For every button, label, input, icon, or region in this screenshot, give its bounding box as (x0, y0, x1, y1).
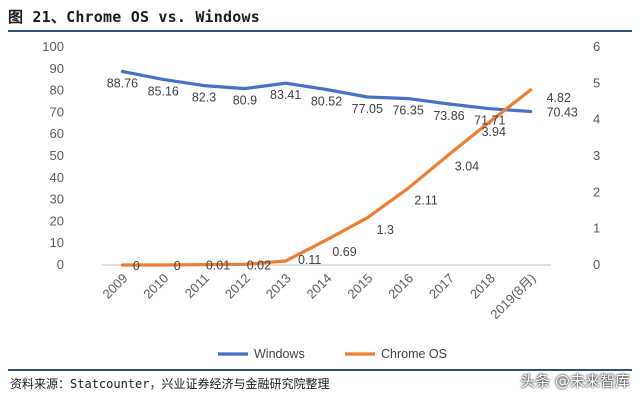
y-left-tick-label: 40 (50, 170, 64, 185)
y-right-tick-label: 0 (593, 257, 600, 272)
source-note: 资料来源：Statcounter，兴业证券经济与金融研究院整理 (10, 377, 330, 391)
chrome-os-data-label: 2.11 (414, 193, 437, 207)
watermark: 头条 @未来智库 (520, 372, 630, 390)
legend-windows-label: Windows (254, 347, 305, 361)
x-tick-label: 2015 (344, 271, 375, 302)
windows-data-label: 88.76 (107, 77, 138, 91)
x-tick-label: 2016 (385, 271, 416, 302)
y-left-tick-label: 10 (50, 235, 64, 250)
chart-data-labels: 88.76 85.16 82.3 80.9 83.41 80.52 77.05 76.35 73… (107, 77, 578, 273)
chrome-os-data-label: 0.11 (298, 253, 321, 267)
y-right-tick-label: 2 (593, 184, 600, 199)
chart-series (120, 69, 533, 267)
chrome-os-data-label: 3.94 (482, 125, 506, 139)
y-right-tick-label: 3 (593, 148, 600, 163)
windows-data-label: 80.52 (311, 94, 342, 108)
chart-title: 图 21、Chrome OS vs. Windows (8, 8, 260, 26)
y-left-tick-label: 90 (50, 61, 64, 76)
windows-data-label: 83.41 (270, 88, 301, 102)
y-left-tick-label: 30 (50, 192, 64, 207)
x-tick-label: 2012 (222, 271, 253, 302)
chrome-os-data-label: 1.3 (377, 223, 394, 237)
chrome-os-data-label: 3.04 (455, 160, 479, 174)
windows-data-label: 70.43 (547, 105, 578, 119)
y-right-tick-label: 5 (593, 75, 600, 90)
chrome-os-series-line (120, 88, 533, 267)
windows-series-line (120, 69, 533, 114)
x-tick-label: 2011 (182, 271, 212, 301)
x-tick-label: 2018 (467, 271, 498, 302)
windows-data-label: 80.9 (233, 94, 257, 108)
chrome-os-data-label: 0 (174, 259, 181, 273)
chrome-os-data-label: 0 (133, 259, 140, 273)
chrome-os-data-label: 0.02 (247, 258, 271, 272)
windows-data-label: 71.71 (474, 114, 505, 128)
x-tick-label: 2009 (99, 271, 130, 302)
windows-data-label: 77.05 (352, 102, 383, 116)
source-rule (8, 369, 632, 371)
x-tick-label: 2014 (304, 271, 335, 302)
windows-data-label: 73.86 (433, 109, 464, 123)
y-left-tick-label: 0 (57, 257, 64, 272)
chrome-os-data-label: 0.01 (206, 259, 230, 273)
title-rule (8, 30, 632, 32)
chart-legend: Windows Chrome OS (218, 347, 447, 361)
y-left-tick-label: 100 (42, 39, 64, 54)
x-tick-label: 2017 (426, 271, 457, 302)
y-right-tick-label: 6 (593, 39, 600, 54)
y-right-tick-label: 1 (593, 221, 600, 236)
windows-data-label: 85.16 (148, 84, 179, 98)
y-left-tick-label: 70 (50, 104, 64, 119)
y-left-tick-label: 80 (50, 83, 64, 98)
y-left-tick-label: 20 (50, 213, 64, 228)
legend-chrome-os-label: Chrome OS (381, 347, 447, 361)
y-right-tick-label: 4 (593, 112, 600, 127)
windows-data-label: 82.3 (192, 91, 216, 105)
chrome-os-data-label: 4.82 (547, 91, 571, 105)
y-left-tick-label: 50 (50, 148, 64, 163)
x-tick-label: 2013 (263, 271, 294, 302)
y-left-tick-label: 60 (50, 126, 64, 141)
windows-data-label: 76.35 (392, 104, 423, 118)
x-tick-label: 2010 (140, 271, 171, 302)
chrome-os-data-label: 0.69 (332, 245, 356, 259)
